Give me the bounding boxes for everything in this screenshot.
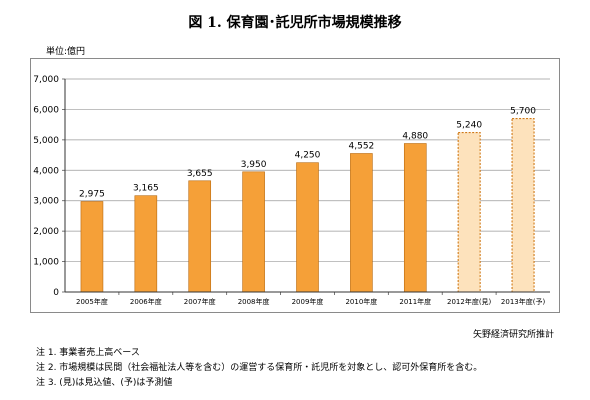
x-tick-label: 2009年度 (292, 297, 324, 306)
chart-frame (30, 58, 560, 313)
bar (134, 195, 158, 293)
value-labels: 2,975 3,165 3,655 3,950 4,250 4,552 4,880 5,240… (79, 107, 536, 200)
y-tick-label: 2,000 (33, 227, 59, 237)
chart-title: 図 1. 保育園･託児所市場規模推移 (188, 15, 402, 31)
value-label: 4,552 (349, 141, 375, 151)
y-tick-label: 7,000 (33, 75, 59, 85)
value-label: 3,950 (241, 160, 267, 170)
bar (296, 162, 319, 293)
source-note: 矢野経済研究所推計 (472, 330, 554, 340)
bar (80, 201, 104, 293)
bar (188, 180, 212, 293)
x-tick-label: 2012年度(見) (447, 297, 492, 306)
estimated-bar (457, 132, 481, 293)
x-tick-label: 2008年度 (238, 297, 270, 306)
bars (80, 118, 535, 293)
y-tick-label: 4,000 (33, 166, 59, 176)
value-label: 2,975 (79, 189, 105, 199)
bar (242, 171, 265, 293)
x-tick-label: 2005年度 (76, 297, 108, 306)
x-axis-ticks: 2005年度 2006年度 2007年度 2008年度 2009年度 2010年度 2011… (76, 292, 545, 306)
y-tick-label: 6,000 (33, 105, 59, 115)
value-label: 5,240 (456, 121, 482, 131)
footnote: 注 3. (見)は見込値、(予)は予測値 (36, 378, 173, 388)
footnotes: 注 1. 事業者売上高ベース 注 2. 市場規模は民間（社会福祉法人等を含む）の… (36, 346, 482, 391)
bar (403, 143, 427, 293)
unit-label: 単位:億円 (46, 47, 86, 57)
bar (350, 153, 373, 293)
y-tick-label: 5,000 (33, 136, 59, 146)
x-tick-label: 2010年度 (345, 297, 377, 306)
footnote: 注 2. 市場規模は民間（社会福祉法人等を含む）の運営する保育所・託児所を対象と… (36, 363, 483, 373)
value-label: 3,165 (133, 184, 159, 194)
x-tick-label: 2011年度 (399, 297, 431, 306)
x-tick-label: 2007年度 (184, 297, 216, 306)
y-tick-label: 1,000 (33, 258, 59, 268)
value-label: 4,880 (402, 132, 428, 142)
value-label: 4,250 (295, 151, 321, 161)
footnote: 注 1. 事業者売上高ベース (36, 348, 140, 358)
y-tick-label: 3,000 (33, 197, 59, 207)
estimated-bar (511, 118, 535, 293)
x-tick-label: 2013年度(予) (501, 297, 546, 306)
value-label: 3,655 (187, 169, 213, 179)
y-tick-label: 0 (53, 288, 59, 298)
x-tick-label: 2006年度 (130, 297, 162, 306)
axes (64, 79, 550, 293)
value-label: 5,700 (510, 107, 536, 117)
y-axis-ticks: 0 1,000 2,000 3,000 4,000 5,000 6,000 7,000 (33, 75, 65, 298)
